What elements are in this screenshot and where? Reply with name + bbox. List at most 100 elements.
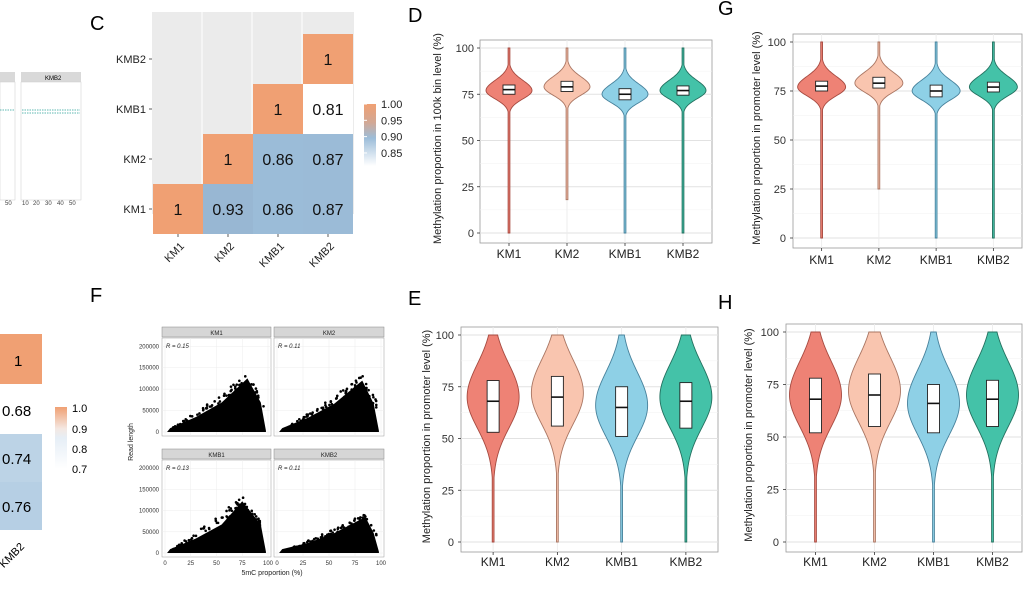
scatter-point: [364, 382, 368, 386]
facet-tick-30: 30: [45, 201, 52, 207]
heatmap-col-label: KMB2: [307, 240, 337, 270]
violin-ytick-label: 50: [442, 434, 454, 446]
heatmap-cell: [253, 134, 303, 184]
scatter-point: [196, 413, 199, 416]
scatter-point: [205, 403, 209, 406]
panel-label-f: F: [90, 285, 102, 307]
scatter-point: [208, 405, 212, 408]
violin-ytick-label: 75: [442, 382, 454, 394]
scatter-point: [375, 533, 378, 537]
heatmap-col-label: KM2: [212, 240, 236, 264]
scatter-point: [374, 406, 378, 409]
scatter-point: [369, 523, 373, 527]
scatter-point: [293, 545, 297, 549]
scatter-point: [289, 424, 293, 427]
scatter-point: [199, 527, 203, 531]
scatter-point: [192, 534, 195, 538]
violin-box-kmb1: [615, 386, 629, 437]
scatter-point: [372, 529, 376, 532]
violin-ylabel: Methylation proportion in promoter level…: [743, 328, 755, 541]
violin-xtick-label: KMB2: [976, 555, 1009, 569]
violin-xtick-label: KM1: [481, 555, 506, 569]
colorbar-label: 0.90: [381, 132, 402, 144]
violin-xtick-label: KMB1: [605, 555, 638, 569]
heatmap-cell: [153, 184, 203, 234]
scatter-point: [233, 385, 237, 388]
scatter-point: [258, 521, 262, 525]
scatter-point: [329, 529, 332, 533]
colorbar-label: 1.00: [381, 99, 402, 111]
scatter-point: [287, 425, 291, 429]
scatter-ytick-label: 50000: [142, 530, 159, 536]
facet-strip: [273, 448, 385, 460]
scatter-point: [207, 527, 211, 531]
violin-xtick-label: KM2: [867, 253, 892, 267]
scatter-point: [364, 515, 367, 518]
scatter-point: [236, 503, 240, 506]
scatter-xtick-label: 100: [263, 561, 274, 567]
scatter-point: [339, 390, 342, 393]
violin-ylabel: Methylation proportion in 100k bin level…: [432, 33, 444, 244]
scatter-point: [225, 509, 228, 513]
heatmap-cell: [303, 84, 353, 134]
heatmap-cell-label: 0.87: [312, 152, 343, 169]
scatter-ytick-label: 0: [156, 551, 160, 557]
scatter-point: [185, 419, 189, 423]
scatter-point: [361, 374, 364, 378]
scatter-point: [172, 547, 175, 551]
violin-ytick-label: 75: [462, 89, 474, 101]
violin-shape-kmb2: [659, 334, 713, 543]
scatter-point: [358, 517, 361, 521]
violin-plot-d: 0 25 50 75 100 KM1 KM2 KMB1 KMB2 Methylation prop…: [432, 33, 713, 261]
facet-strip-left: [0, 72, 15, 82]
heat-partial-xlabel: KMB2: [0, 541, 27, 571]
facet-strip-right-label: KMB2: [45, 76, 62, 82]
scatter-point: [284, 427, 288, 430]
scatter-point: [287, 547, 291, 551]
violin-ytick-label: 0: [468, 228, 474, 240]
scatter-point: [184, 540, 188, 543]
scatter-xtick-label: 25: [187, 561, 194, 567]
scatter-ytick-label: 150000: [139, 366, 160, 372]
scatter-xtick-label: 50: [326, 561, 333, 567]
scatter-point: [303, 415, 306, 419]
heatmap-cell-label: 1: [274, 102, 283, 119]
scatter-xlabel: 5mC proportion (%): [241, 570, 302, 577]
colorbar-label: 0.85: [381, 148, 402, 160]
scatter-point: [243, 502, 247, 506]
scatter-point: [227, 505, 231, 509]
violin-box-km2: [550, 375, 564, 427]
violin-ytick-label: 25: [462, 182, 474, 194]
scatter-point: [201, 408, 205, 412]
violin-shape-kmb2: [968, 41, 1018, 239]
scatter-point: [245, 382, 249, 385]
scatter-xtick-label: 75: [239, 561, 246, 567]
scatter-point: [251, 390, 255, 393]
scatter-point: [250, 509, 254, 513]
violin-box-km1: [809, 377, 822, 434]
scatter-point: [229, 507, 233, 510]
violin-plot-e: 0 25 50 75 100 KM1 KM2 KMB1 KMB2 Methylation prop…: [421, 326, 719, 569]
heat-partial-label-2: 0.68: [2, 403, 31, 420]
scatter-point: [236, 388, 239, 391]
scatter-point: [251, 517, 255, 520]
violin-box-kmb2: [679, 382, 693, 429]
scatter-point: [216, 521, 220, 525]
facet-tick-50: 50: [69, 201, 76, 207]
violin-box-kmb2: [986, 379, 999, 427]
violin-ytick-label: 25: [767, 485, 779, 497]
facet-tick-20: 20: [33, 201, 40, 207]
scatter-point: [187, 539, 191, 542]
scatter-point: [350, 388, 353, 391]
violin-plot-g: 0 25 50 75 100 KM1 KM2 KMB1 KMB2 Methylation prop…: [751, 31, 1023, 267]
scatter-ytick-label: 50000: [142, 409, 159, 415]
violin-shape-kmb2: [966, 331, 1019, 543]
heat-partial-legend-07: 0.7: [72, 464, 87, 476]
violin-xtick-label: KMB2: [670, 555, 703, 569]
violin-box-km1: [486, 380, 500, 433]
heat-partial-legend-08: 0.8: [72, 444, 87, 456]
violin-shape-km1: [797, 41, 847, 239]
scatter-point: [184, 418, 188, 421]
scatter-xtick-label: 50: [213, 561, 220, 567]
violin-xtick-label: KMB2: [977, 253, 1010, 267]
